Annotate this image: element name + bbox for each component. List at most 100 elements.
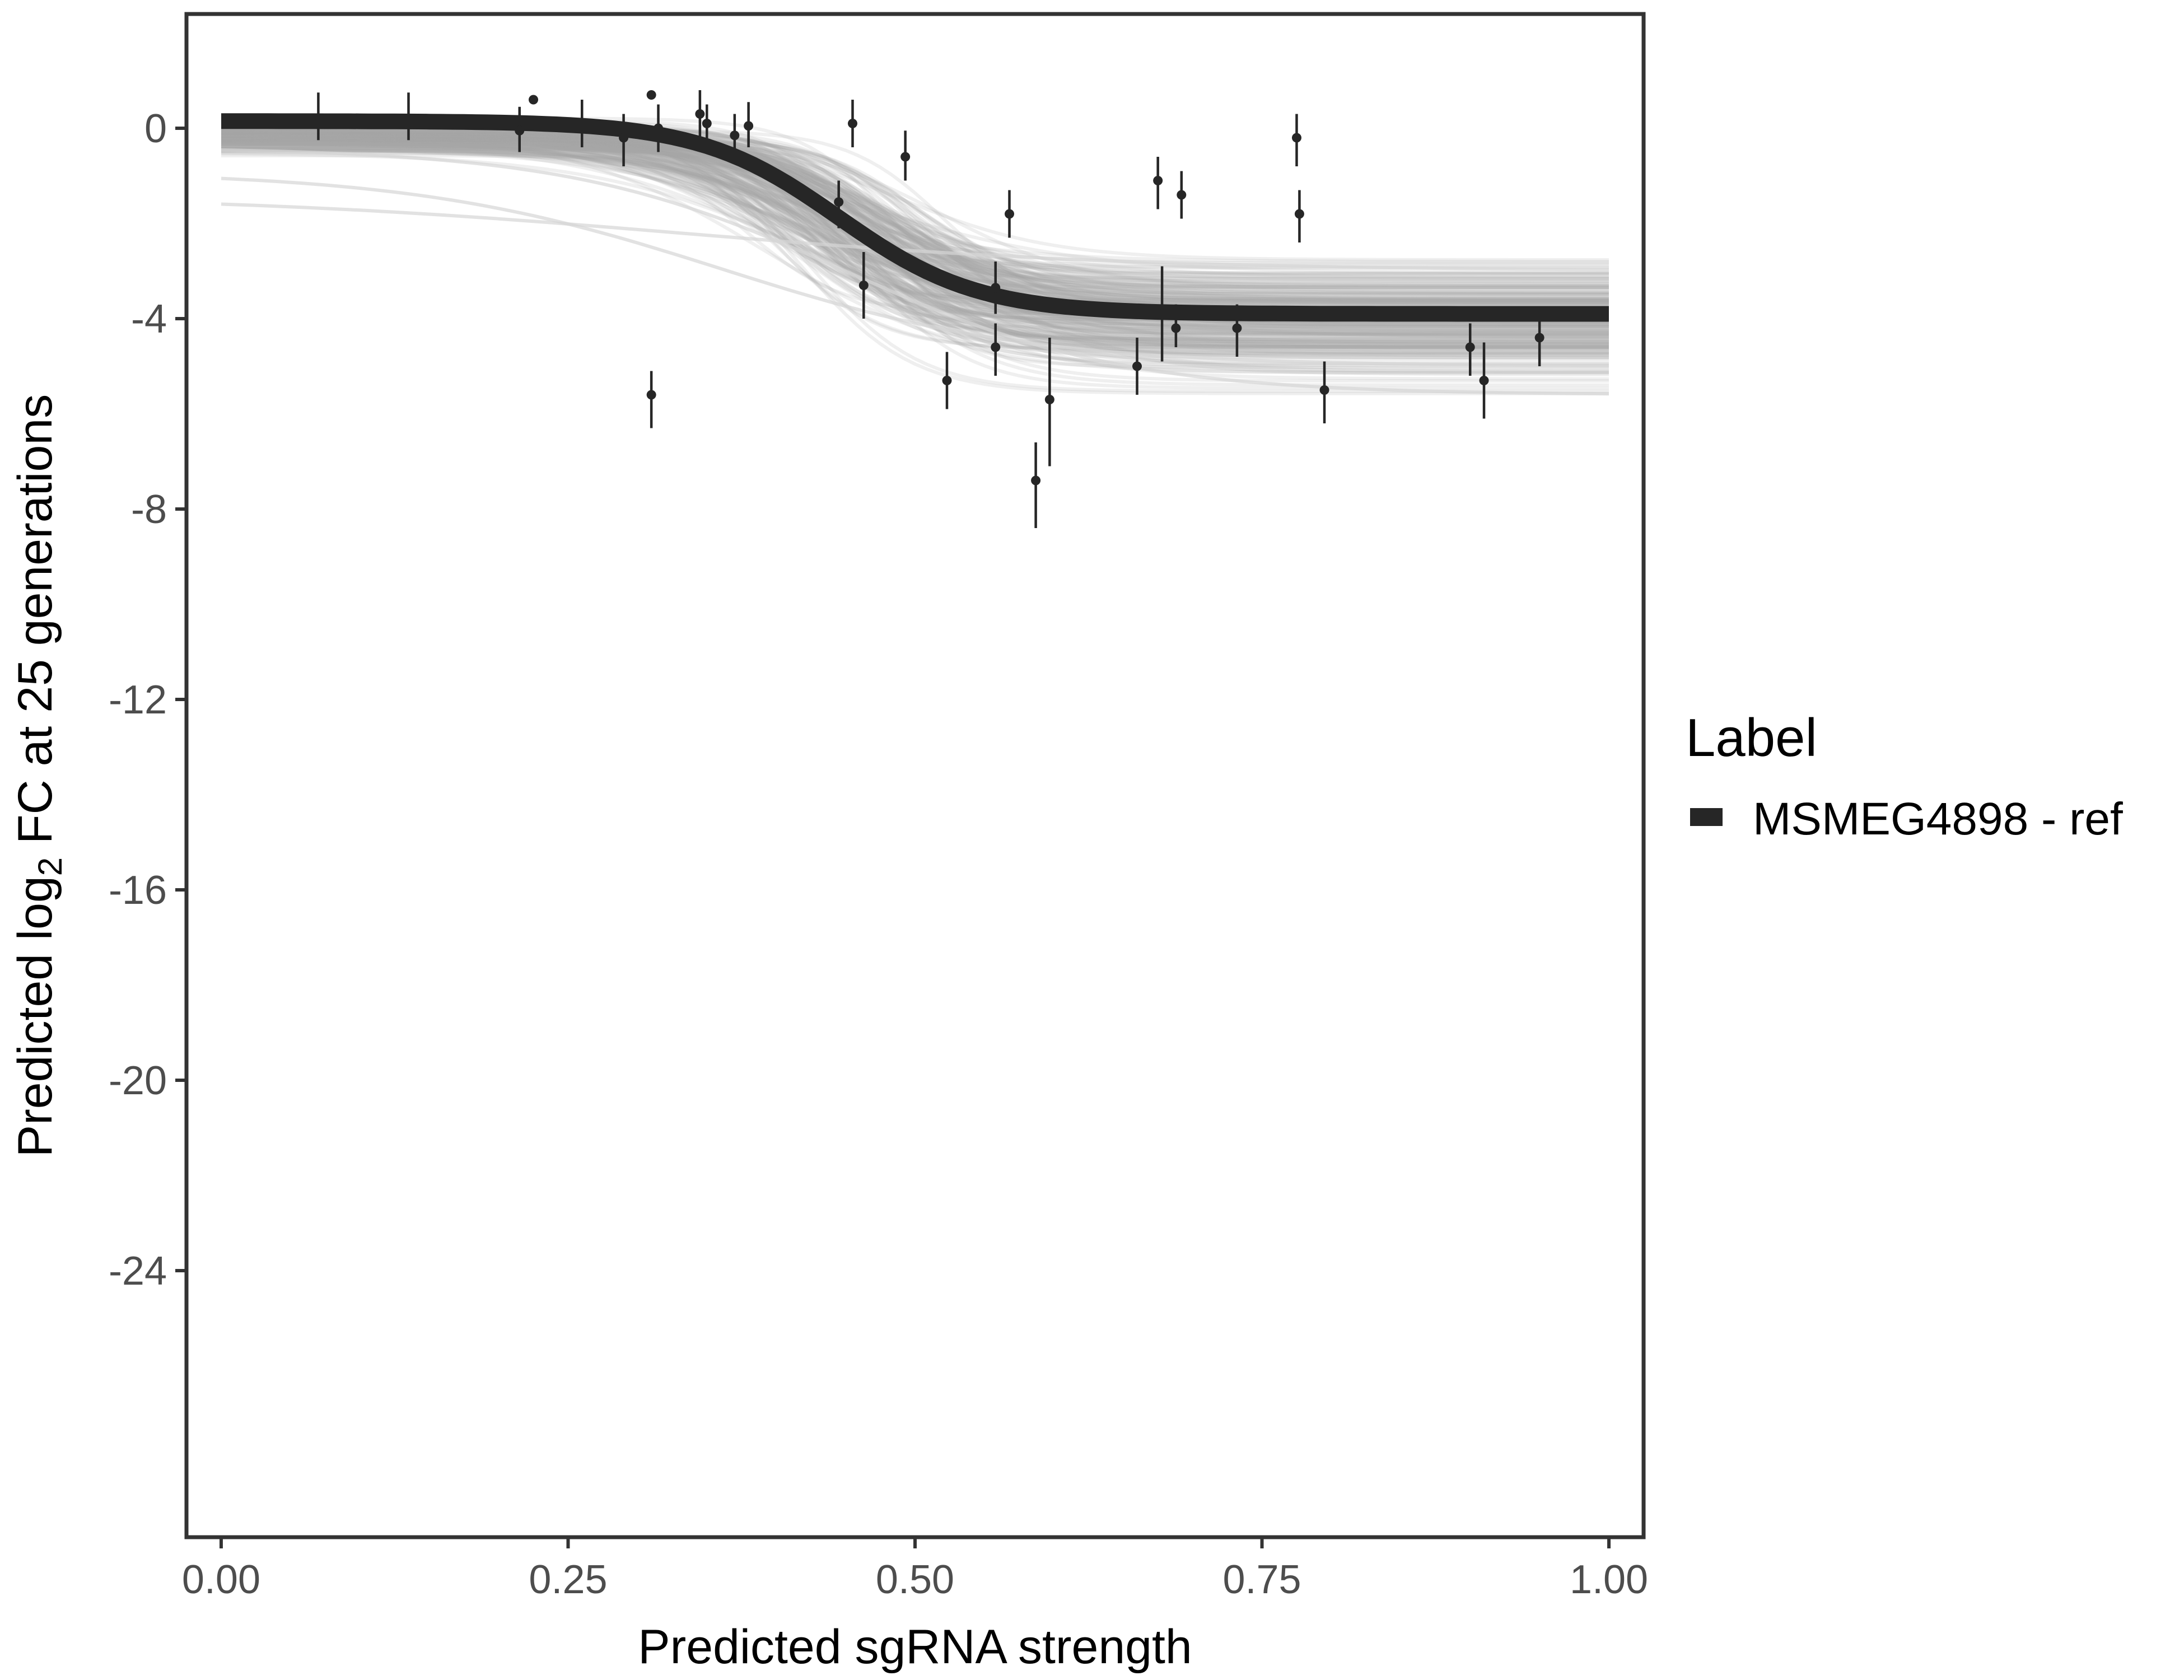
- point-marker: [1031, 475, 1041, 486]
- posterior-curve: [221, 147, 1609, 287]
- posterior-curve: [221, 148, 1609, 349]
- posterior-curve: [221, 144, 1609, 264]
- posterior-curve: [221, 131, 1609, 326]
- data-point-4: [529, 95, 539, 105]
- point-marker: [654, 123, 664, 133]
- posterior-curve: [221, 128, 1609, 296]
- point-marker: [1044, 395, 1054, 404]
- posterior-curve: [221, 136, 1609, 387]
- posterior-curve: [221, 134, 1609, 354]
- posterior-curve: [221, 135, 1609, 348]
- data-point-17: [900, 130, 911, 181]
- point-marker: [942, 376, 952, 385]
- data-point-1: [313, 92, 323, 141]
- point-marker: [1005, 209, 1015, 219]
- data-point-21: [1005, 190, 1015, 238]
- posterior-curve: [221, 133, 1609, 329]
- posterior-curve: [221, 137, 1609, 276]
- data-point-8: [646, 371, 656, 428]
- posterior-curve: [221, 134, 1609, 302]
- posterior-curve: [221, 134, 1609, 303]
- legend-entry-label: MSMEG4898 - ref: [1753, 794, 2123, 844]
- posterior-curve: [221, 133, 1609, 302]
- posterior-curve: [221, 139, 1609, 356]
- legend-key-swatch: [1690, 808, 1723, 826]
- fitted-curve-layer: [221, 113, 1609, 322]
- data-point-2: [403, 92, 413, 141]
- posterior-curve: [221, 138, 1609, 349]
- point-marker: [847, 119, 857, 128]
- posterior-curve: [221, 139, 1609, 360]
- posterior-curve: [221, 129, 1609, 335]
- data-point-18: [942, 352, 952, 409]
- data-point-7: [646, 90, 656, 100]
- posterior-curve: [221, 142, 1609, 280]
- posterior-curve: [221, 138, 1609, 286]
- x-tick-label: 0.25: [529, 1557, 607, 1602]
- point-marker: [1157, 309, 1167, 319]
- point-marker: [1232, 323, 1242, 333]
- posterior-curve: [221, 139, 1609, 393]
- y-tick-label: -8: [131, 487, 167, 532]
- point-marker: [1294, 209, 1304, 219]
- posterior-curve: [221, 136, 1609, 328]
- y-tick-label: -20: [109, 1058, 167, 1103]
- x-axis: 0.00 0.25 0.50 0.75 1.00: [182, 1537, 1648, 1602]
- y-axis: 0 -4 -8 -12 -16 -20 -24: [109, 106, 186, 1294]
- data-point-33: [1465, 323, 1475, 376]
- y-axis-title: Predicted log2 FC at 25 generations: [8, 394, 69, 1157]
- posterior-curve: [221, 132, 1609, 279]
- posterior-curve: [221, 130, 1609, 344]
- posterior-curve: [221, 128, 1609, 395]
- posterior-curve: [221, 176, 1609, 367]
- y-axis-title-prefix: Predicted log: [8, 876, 62, 1157]
- point-marker: [1291, 133, 1301, 143]
- posterior-curve: [221, 147, 1609, 329]
- y-tick-label: 0: [144, 106, 167, 151]
- point-marker: [1132, 361, 1142, 371]
- data-point-31: [1294, 190, 1304, 242]
- posterior-curve: [221, 148, 1609, 287]
- point-marker: [1171, 323, 1181, 333]
- data-point-34: [1479, 342, 1489, 419]
- posterior-curve: [221, 137, 1609, 267]
- posterior-curve: [221, 135, 1609, 358]
- data-point-35: [1534, 314, 1544, 366]
- posterior-curve: [221, 136, 1609, 325]
- x-tick-label: 1.00: [1570, 1557, 1648, 1602]
- data-point-26: [1157, 266, 1167, 362]
- posterior-curve: [221, 132, 1609, 289]
- point-marker: [1177, 190, 1187, 200]
- point-marker: [858, 281, 869, 290]
- posterior-curve: [221, 136, 1609, 328]
- y-axis-title-suffix: FC at 25 generations: [8, 394, 62, 857]
- data-point-9: [654, 104, 664, 152]
- point-marker: [1153, 176, 1163, 185]
- x-axis-title: Predicted sgRNA strength: [638, 1620, 1192, 1674]
- data-point-28: [1177, 171, 1187, 219]
- posterior-curve: [221, 137, 1609, 307]
- posterior-curve: [221, 135, 1609, 357]
- point-marker: [529, 95, 539, 105]
- data-point-22: [1031, 442, 1041, 528]
- posterior-curve: [221, 134, 1609, 302]
- point-marker: [313, 119, 323, 128]
- posterior-curve: [221, 134, 1609, 296]
- posterior-curve: [221, 130, 1609, 339]
- data-point-11: [702, 104, 712, 143]
- posterior-curve: [221, 141, 1609, 346]
- legend-title: Label: [1686, 708, 1817, 768]
- posterior-curve: [221, 145, 1609, 349]
- posterior-curve: [221, 129, 1609, 292]
- posterior-curve: [221, 132, 1609, 302]
- data-point-3: [515, 106, 525, 152]
- point-marker: [1465, 342, 1475, 352]
- posterior-curve: [221, 136, 1609, 343]
- y-tick-label: -12: [109, 678, 167, 722]
- point-marker: [1534, 333, 1544, 343]
- posterior-curve: [221, 129, 1609, 327]
- data-point-27: [1171, 304, 1181, 347]
- posterior-curve: [221, 130, 1609, 381]
- data-point-10: [695, 90, 705, 138]
